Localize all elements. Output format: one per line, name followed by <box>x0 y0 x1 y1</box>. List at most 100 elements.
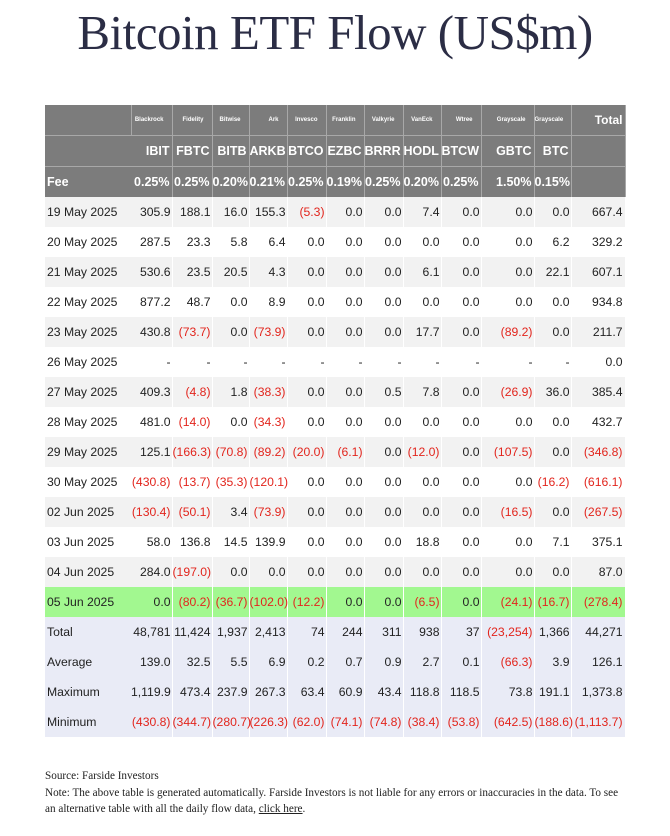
flow-cell: 0.0 <box>364 257 404 287</box>
flow-cell: 0.0 <box>364 287 404 317</box>
flow-cell: 0.0 <box>287 497 327 527</box>
flow-cell: 155.3 <box>249 197 288 227</box>
flow-cell: 0.0 <box>287 557 327 587</box>
table-row: 03 Jun 2025 58.0 136.8 14.5 139.9 0.0 0.0 0.0 18… <box>45 527 626 557</box>
fee-cell: 0.20% <box>403 166 442 197</box>
fee-cell: 0.20% <box>212 166 250 197</box>
flow-cell: 0.0 <box>364 557 404 587</box>
source-note: Source: Farside Investors <box>45 770 159 782</box>
flow-cell: 0.0 <box>534 317 572 347</box>
flow-cell: (89.2) <box>249 437 288 467</box>
flow-cell: 139.9 <box>249 527 288 557</box>
ticker-header-cell: BTCO <box>287 135 327 167</box>
stat-cell: 118.5 <box>441 677 482 707</box>
flow-cell: (16.7) <box>534 587 572 617</box>
flow-cell: 0.0 <box>403 287 442 317</box>
flow-cell: (4.8) <box>172 377 213 407</box>
stat-cell: 1,937 <box>212 617 250 647</box>
flow-cell: 0.0 <box>441 197 482 227</box>
stat-cell: 938 <box>403 617 442 647</box>
date-cell: 03 Jun 2025 <box>45 527 131 557</box>
flow-cell: (102.0) <box>249 587 288 617</box>
flow-cell: 0.0 <box>326 527 365 557</box>
flow-cell: (38.3) <box>249 377 288 407</box>
date-cell: 23 May 2025 <box>45 317 131 347</box>
flow-cell: 0.0 <box>287 527 327 557</box>
flow-cell: (13.7) <box>172 467 213 497</box>
flow-cell: - <box>441 347 482 377</box>
stat-cell: 6.9 <box>249 647 288 677</box>
fee-cell: 0.19% <box>326 166 365 197</box>
date-cell: 28 May 2025 <box>45 407 131 437</box>
stat-cell: 48,781 <box>131 617 173 647</box>
flow-cell: (16.5) <box>481 497 535 527</box>
flow-cell: - <box>249 347 288 377</box>
flow-cell: 0.0 <box>481 407 535 437</box>
flow-cell: 0.0 <box>403 497 442 527</box>
date-cell: 26 May 2025 <box>45 347 131 377</box>
fee-cell: 0.25% <box>441 166 482 197</box>
stat-row-minimum: Minimum (430.8) (344.7) (280.7) (226.3) (62.0… <box>45 707 626 737</box>
flow-cell: 287.5 <box>131 227 173 257</box>
flow-cell: (197.0) <box>172 557 213 587</box>
daily-total-cell: 0.0 <box>571 347 626 377</box>
disclaimer-note: Note: The above table is generated autom… <box>45 785 630 818</box>
date-cell: 19 May 2025 <box>45 197 131 227</box>
stat-total-cell: (1,113.7) <box>571 707 626 737</box>
stat-row-total: Total 48,781 11,424 1,937 2,413 74 244 311 938 37… <box>45 617 626 647</box>
flow-cell: 1.8 <box>212 377 250 407</box>
stat-cell: 0.7 <box>326 647 365 677</box>
ticker-header-row: IBIT FBTC BITB ARKB BTCO EZBC BRRR HODL BTCW GBTC… <box>45 135 626 167</box>
flow-cell: 4.3 <box>249 257 288 287</box>
issuer-header-cell: Fidelity <box>172 105 213 136</box>
flow-cell: 0.0 <box>326 467 365 497</box>
flow-cell: 0.0 <box>287 287 327 317</box>
stat-cell: 0.2 <box>287 647 327 677</box>
flow-cell: 0.0 <box>364 407 404 437</box>
stat-cell: (280.7) <box>212 707 251 737</box>
table-row: 22 May 2025 877.2 48.7 0.0 8.9 0.0 0.0 0.0 0.0 0.… <box>45 287 626 317</box>
table-row: 29 May 2025 125.1 (166.3) (70.8) (89.2) (20.0… <box>45 437 626 467</box>
flow-cell: (6.5) <box>403 587 442 617</box>
flow-cell: 14.5 <box>212 527 250 557</box>
stat-cell: (642.5) <box>481 707 535 737</box>
flow-cell: 877.2 <box>131 287 173 317</box>
stat-cell: 0.1 <box>441 647 482 677</box>
flow-cell: 7.4 <box>403 197 442 227</box>
stat-total-cell: 126.1 <box>571 647 626 677</box>
flow-cell: (12.0) <box>403 437 442 467</box>
stat-total-cell: 44,271 <box>571 617 626 647</box>
ticker-header-cell: EZBC <box>326 135 365 167</box>
flow-cell: - <box>326 347 365 377</box>
click-here-link[interactable]: click here <box>258 803 303 815</box>
flow-cell: 305.9 <box>131 197 173 227</box>
fee-cell: 0.25% <box>172 166 213 197</box>
stat-cell: 118.8 <box>403 677 442 707</box>
flow-cell: 0.0 <box>441 257 482 287</box>
daily-total-cell: 211.7 <box>571 317 626 347</box>
flow-cell: 48.7 <box>172 287 213 317</box>
issuer-header-cell: VanEck <box>403 105 442 136</box>
flow-cell: 6.1 <box>403 257 442 287</box>
stat-cell: 11,424 <box>172 617 213 647</box>
stat-cell: 267.3 <box>249 677 288 707</box>
flow-cell: (26.9) <box>481 377 535 407</box>
flow-cell: (120.1) <box>249 467 288 497</box>
date-cell: 20 May 2025 <box>45 227 131 257</box>
date-cell: 22 May 2025 <box>45 287 131 317</box>
disclaimer-text: Note: The above table is generated autom… <box>45 786 619 816</box>
flow-cell: 0.0 <box>212 407 250 437</box>
flow-cell: 8.9 <box>249 287 288 317</box>
fee-cell: 0.15% <box>534 166 572 197</box>
flow-cell: - <box>403 347 442 377</box>
flow-cell: (80.2) <box>172 587 213 617</box>
flow-cell: 0.0 <box>364 227 404 257</box>
flow-cell: 6.2 <box>534 227 572 257</box>
flow-cell: (24.1) <box>481 587 535 617</box>
flow-cell: (73.9) <box>249 317 288 347</box>
issuer-header-cell: Wtree <box>441 105 482 136</box>
flow-cell: 0.0 <box>212 557 250 587</box>
flow-cell: - <box>534 347 572 377</box>
date-cell: 05 Jun 2025 <box>45 587 131 617</box>
ticker-corner <box>45 135 131 167</box>
